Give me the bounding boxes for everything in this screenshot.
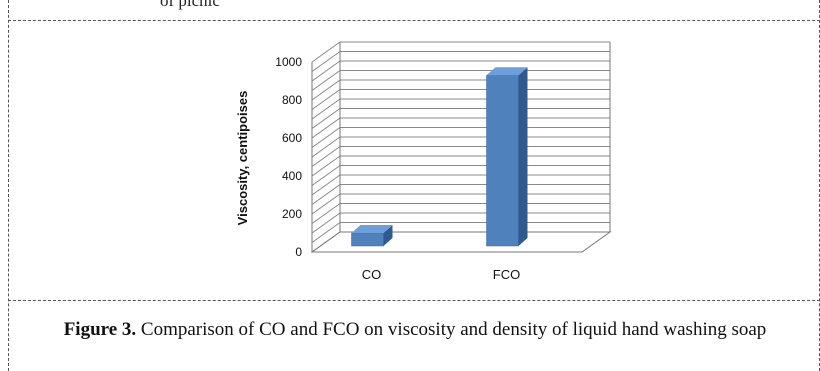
- y-tick-label: 400: [282, 169, 302, 183]
- y-tick-label: 1000: [275, 55, 302, 69]
- figure-caption: Figure 3. Comparison of CO and FCO on vi…: [20, 318, 810, 342]
- chart-grid: [310, 41, 612, 253]
- grid-line: [311, 212, 341, 234]
- grid-line: [311, 98, 341, 120]
- bar-top: [486, 67, 528, 76]
- grid-line: [311, 155, 341, 177]
- grid-line: [311, 51, 341, 72]
- grid-line: [311, 222, 341, 243]
- grid-line: [311, 41, 341, 63]
- caption-text: Comparison of CO and FCO on viscosity an…: [140, 319, 767, 340]
- grid-line: [311, 60, 341, 82]
- x-tick-label: FCO: [493, 267, 520, 282]
- grid-line: [311, 174, 341, 196]
- caption-label: Figure 3.: [63, 319, 137, 340]
- grid-line: [311, 165, 341, 186]
- y-axis-ticks: 0 200 400 600 800 1000: [275, 55, 302, 259]
- grid-line: [311, 146, 341, 167]
- bar-side: [518, 67, 528, 246]
- bar-side: [383, 225, 393, 246]
- x-tick-label: CO: [362, 267, 382, 282]
- viscosity-chart: 0 200 400 600 800 1000 CO FCO Viscosity, centi…: [235, 41, 612, 282]
- y-tick-label: 0: [295, 245, 302, 259]
- grid-line: [311, 184, 341, 205]
- y-tick-label: 200: [282, 207, 302, 221]
- bar-front: [486, 75, 519, 247]
- grid-line: [311, 70, 341, 91]
- bar-front: [351, 232, 384, 247]
- grid-line: [311, 79, 341, 101]
- y-tick-label: 800: [282, 93, 302, 107]
- y-tick-label: 600: [282, 131, 302, 145]
- grid-line: [311, 193, 341, 215]
- x-axis-ticks: CO FCO: [362, 267, 520, 282]
- caption-divider: [8, 300, 820, 301]
- grid-line: [311, 136, 341, 158]
- grid-line: [311, 89, 341, 110]
- bar-top: [351, 225, 393, 233]
- chart-bars: [351, 67, 528, 247]
- chart-floor: [310, 231, 612, 253]
- grid-line: [311, 127, 341, 148]
- grid-line: [311, 117, 341, 139]
- top-divider: [8, 20, 820, 21]
- y-axis-label: Viscosity, centipoises: [235, 91, 250, 226]
- cut-off-text: of picnic: [160, 0, 220, 10]
- grid-line: [311, 203, 341, 224]
- grid-line: [311, 108, 341, 129]
